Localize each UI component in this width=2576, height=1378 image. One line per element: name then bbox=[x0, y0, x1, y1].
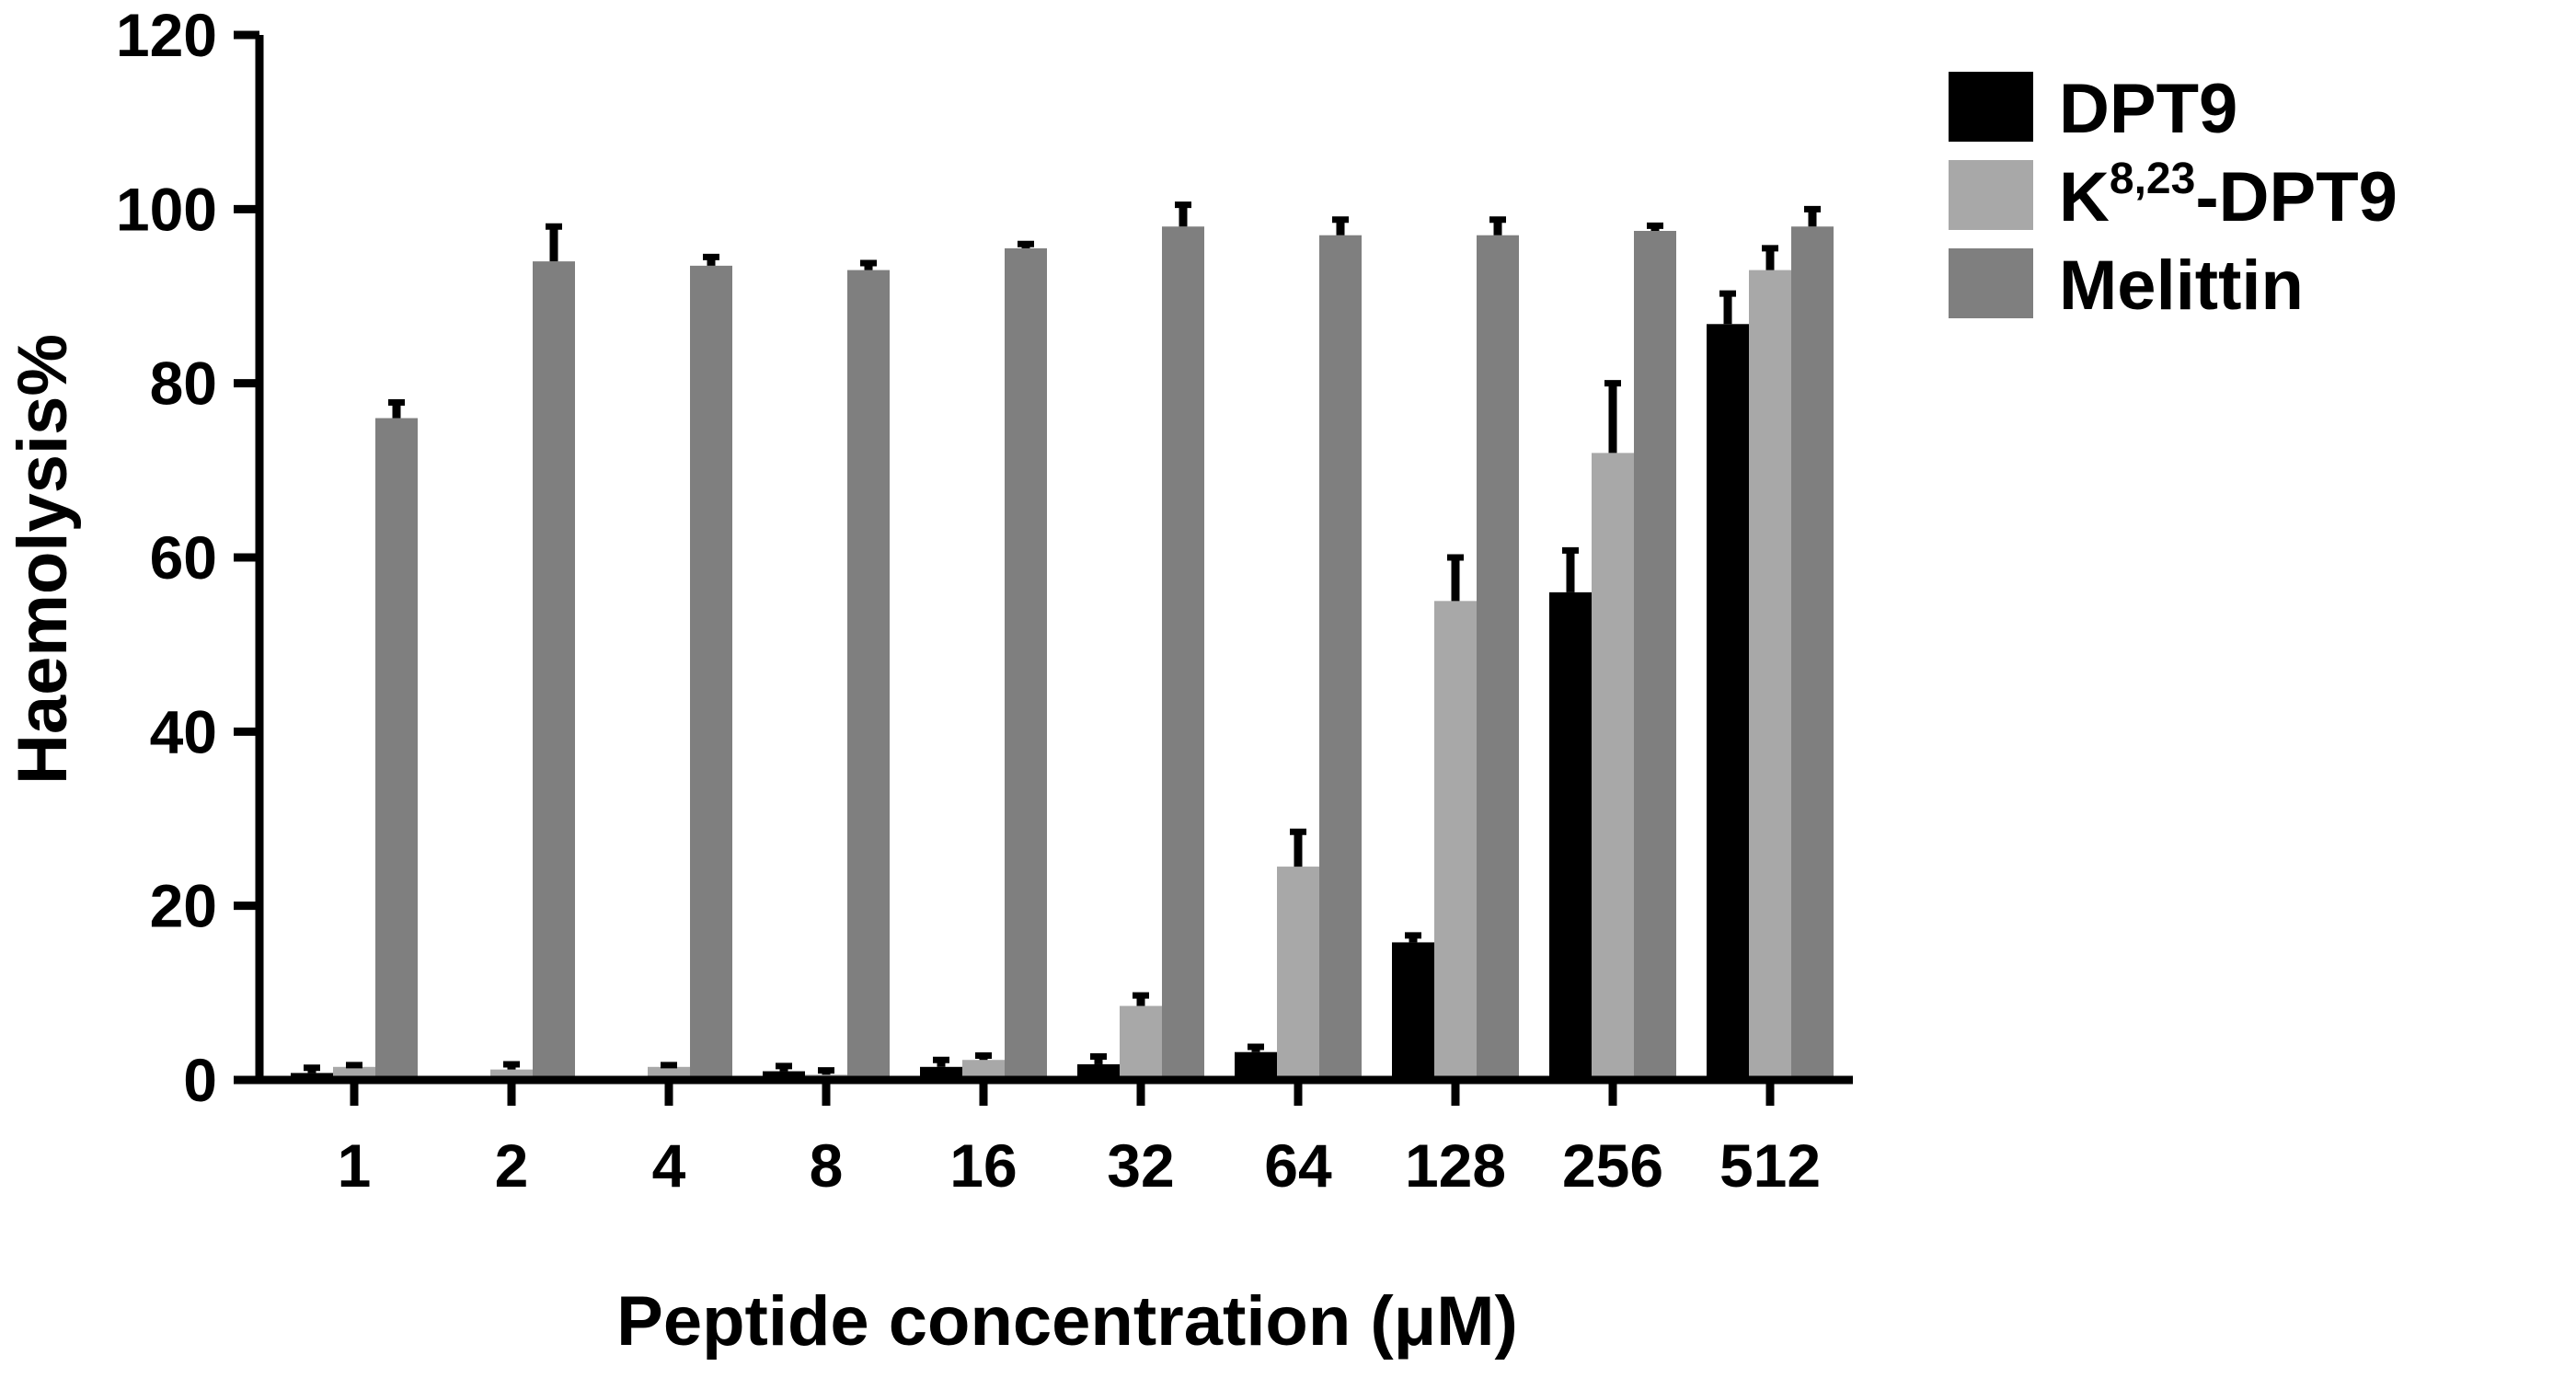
y-ticks: 0 20 40 60 80 100 120 bbox=[116, 1, 259, 1114]
bar-melittin-2 bbox=[533, 261, 575, 1081]
bar-melittin-4 bbox=[690, 265, 732, 1080]
bar-k-2 bbox=[490, 1069, 533, 1080]
bar-melittin-512 bbox=[1791, 226, 1834, 1080]
y-tick-label: 120 bbox=[116, 1, 217, 69]
y-tick-label: 40 bbox=[150, 697, 217, 765]
x-tick-label: 128 bbox=[1405, 1131, 1506, 1200]
legend-swatch-k bbox=[1949, 160, 2033, 230]
bar-melittin-32 bbox=[1162, 226, 1204, 1080]
y-tick-label: 0 bbox=[183, 1046, 217, 1114]
x-tick-label: 8 bbox=[810, 1131, 844, 1200]
y-tick-label: 60 bbox=[150, 523, 217, 591]
bar-k-512 bbox=[1749, 270, 1791, 1081]
x-tick-label: 512 bbox=[1719, 1131, 1821, 1200]
x-tick-label: 16 bbox=[949, 1131, 1017, 1200]
x-tick-label: 256 bbox=[1562, 1131, 1663, 1200]
bar-dpt9-256 bbox=[1549, 591, 1592, 1080]
legend-swatch-melittin bbox=[1949, 248, 2033, 318]
error-bars-layer bbox=[304, 201, 1821, 1075]
bar-dpt9-128 bbox=[1392, 942, 1434, 1080]
y-tick-label: 80 bbox=[150, 350, 217, 418]
bar-k-16 bbox=[962, 1060, 1005, 1080]
bar-melittin-8 bbox=[847, 270, 890, 1081]
x-tick-label: 64 bbox=[1264, 1131, 1332, 1200]
bar-melittin-256 bbox=[1634, 231, 1676, 1080]
bar-k-256 bbox=[1592, 453, 1634, 1080]
x-axis-title: Peptide concentration (μM) bbox=[616, 1282, 1518, 1361]
x-tick-label: 1 bbox=[338, 1131, 372, 1200]
bar-melittin-16 bbox=[1005, 247, 1047, 1080]
bars-layer bbox=[291, 226, 1834, 1081]
bar-melittin-128 bbox=[1477, 235, 1519, 1080]
bar-dpt9-64 bbox=[1235, 1051, 1277, 1080]
bar-melittin-64 bbox=[1319, 235, 1362, 1080]
bar-k-32 bbox=[1120, 1005, 1162, 1080]
legend-label-dpt9: DPT9 bbox=[2059, 70, 2237, 148]
x-tick-label: 32 bbox=[1107, 1131, 1174, 1200]
legend-label-melittin: Melittin bbox=[2059, 247, 2304, 325]
legend-label-k: K8,23-DPT9 bbox=[2059, 155, 2398, 236]
y-tick-label: 20 bbox=[150, 872, 217, 940]
bar-melittin-1 bbox=[375, 418, 418, 1080]
y-axis-title: Haemolysis% bbox=[4, 334, 82, 785]
bar-dpt9-8 bbox=[763, 1071, 805, 1080]
y-tick-label: 100 bbox=[116, 175, 217, 243]
bar-k-64 bbox=[1277, 867, 1319, 1080]
bar-k-128 bbox=[1434, 601, 1477, 1080]
legend-swatch-dpt9 bbox=[1949, 72, 2033, 142]
x-tick-label: 4 bbox=[652, 1131, 686, 1200]
bar-dpt9-512 bbox=[1707, 324, 1749, 1080]
x-ticks: 1 2 4 8 16 32 64 128 256 512 bbox=[338, 1080, 1821, 1200]
x-tick-label: 2 bbox=[495, 1131, 529, 1200]
